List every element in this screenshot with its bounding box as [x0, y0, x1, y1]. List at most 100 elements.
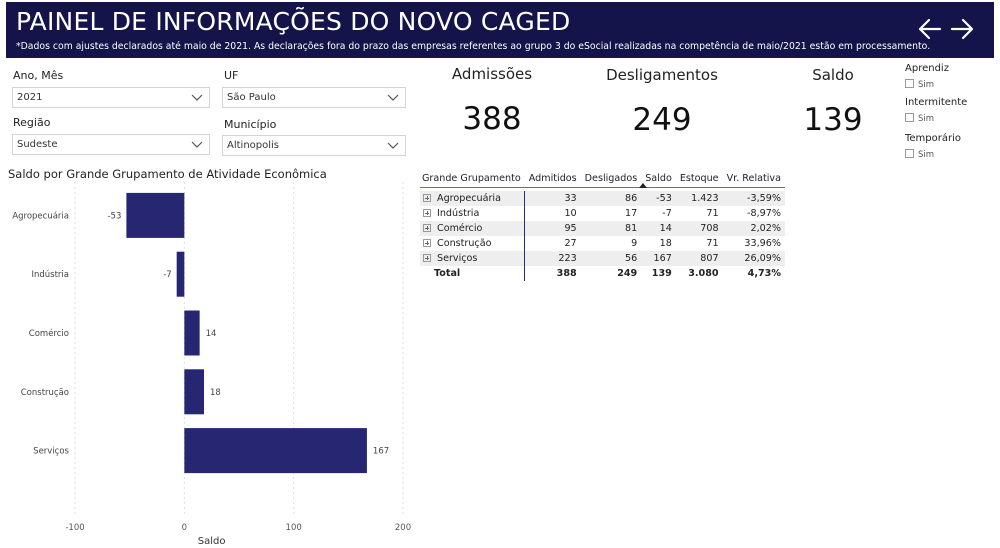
saldo-bar-chart: Agropecuária -53 Indústria -7 Comércio 14 Cons… [12, 182, 411, 547]
bar [184, 369, 205, 415]
category-label: Indústria [31, 270, 69, 280]
filter-regiao-label: Região [13, 116, 51, 129]
arrow-right-icon [950, 18, 974, 40]
row-estoque-cell: 807 [675, 251, 723, 266]
filter-ano-mes-value: 2021 [17, 92, 43, 103]
filter-municipio-value: Altinopolis [227, 140, 280, 151]
expand-plus-icon[interactable] [423, 224, 431, 232]
row-vr-cell: 33,96% [744, 238, 781, 249]
table-row: Construção 27 9 18 71 33,96% [420, 236, 785, 251]
category-label: Agropecuária [12, 211, 69, 221]
row-grupo-cell: Agropecuária [420, 191, 526, 206]
row-grupo-cell: Serviços [420, 251, 526, 266]
header-banner: PAINEL DE INFORMAÇÕES DO NOVO CAGED *Dad… [6, 2, 994, 58]
data-label: -7 [163, 270, 171, 280]
col-header-vr-relativa[interactable]: Vr. Relativa [722, 170, 785, 188]
grupamento-table: Grande Grupamento Admitidos Desligados S… [420, 170, 785, 281]
row-desligados-cell: 86 [580, 191, 642, 206]
filter-uf-dropdown[interactable]: São Paulo [222, 87, 406, 108]
chevron-down-icon [387, 142, 399, 149]
row-saldo-cell: 14 [641, 221, 676, 236]
table-row: Comércio 95 81 14 708 2,02% [420, 221, 785, 236]
category-label: Comércio [29, 328, 69, 339]
page-subtitle: *Dados com ajustes declarados até maio d… [16, 41, 931, 52]
row-vr-cell: -8,97% [747, 208, 781, 219]
x-tick-label: -100 [65, 523, 84, 533]
x-tick-label: 100 [286, 523, 302, 533]
filter-regiao-value: Sudeste [17, 139, 58, 150]
row-admitidos-cell: 33 [524, 191, 581, 206]
row-desligados-cell: 17 [625, 208, 638, 219]
category-label: Serviços [33, 447, 69, 457]
checkbox-icon [905, 149, 914, 158]
slicer-temporario-title: Temporário [905, 133, 962, 144]
total-label-cell: Total [420, 266, 526, 281]
row-admitidos-cell: 223 [524, 251, 581, 266]
row-grupo-cell: Comércio [420, 221, 526, 236]
slicer-intermitente-title: Intermitente [905, 97, 968, 108]
filter-municipio-dropdown[interactable]: Altinopolis [222, 135, 406, 156]
row-saldo-cell: -53 [641, 191, 676, 206]
filter-uf-value: São Paulo [227, 92, 276, 103]
bar [176, 251, 185, 297]
row-saldo-cell: 167 [641, 251, 676, 266]
table-total-row: Total 388 249 139 3.080 4,73% [420, 266, 785, 281]
slicer-intermitente-option[interactable]: Sim [905, 113, 934, 124]
row-desligados-cell: 9 [631, 238, 638, 249]
kpi-saldo-label: Saldo [812, 66, 854, 84]
row-vr-cell: -3,59% [722, 191, 785, 206]
row-vr-cell: 2,02% [722, 221, 785, 236]
col-header-saldo[interactable]: Saldo [641, 170, 676, 188]
data-label: 18 [210, 388, 221, 398]
filter-regiao-dropdown[interactable]: Sudeste [12, 134, 210, 155]
filter-municipio-label: Município [224, 118, 277, 131]
data-label: 167 [373, 447, 389, 457]
kpi-desligamentos-value: 249 [632, 102, 692, 138]
table-row: Agropecuária 33 86 -53 1.423 -3,59% [420, 191, 785, 206]
slicer-temporario-option[interactable]: Sim [905, 149, 934, 160]
row-vr-cell: 26,09% [722, 251, 785, 266]
row-grupo-label: Construção [437, 238, 492, 249]
row-grupo-label: Comércio [437, 223, 483, 234]
row-estoque-cell: 1.423 [675, 191, 723, 206]
col-header-desligados[interactable]: Desligados [580, 170, 642, 188]
checkbox-icon [905, 79, 914, 88]
kpi-admissoes-value: 388 [462, 101, 522, 137]
row-grupo-label: Serviços [437, 253, 478, 264]
expand-plus-icon[interactable] [423, 209, 431, 217]
row-grupo-label: Agropecuária [437, 193, 501, 204]
row-estoque-cell: 708 [675, 221, 723, 236]
total-vr-cell: 4,73% [747, 268, 781, 279]
bar [126, 192, 185, 238]
back-button[interactable] [918, 16, 942, 42]
filter-ano-mes-dropdown[interactable]: 2021 [12, 87, 210, 108]
row-saldo-cell: -7 [662, 208, 672, 219]
expand-plus-icon[interactable] [423, 239, 431, 247]
page-title: PAINEL DE INFORMAÇÕES DO NOVO CAGED [16, 7, 571, 36]
data-label: 14 [206, 329, 217, 339]
row-estoque-cell: 71 [706, 208, 719, 219]
expand-plus-icon[interactable] [423, 194, 431, 202]
slicer-aprendiz-option[interactable]: Sim [905, 79, 934, 90]
col-header-estoque[interactable]: Estoque [675, 170, 723, 188]
kpi-admissoes-label: Admissões [451, 65, 533, 83]
bar [184, 310, 200, 356]
slicer-intermitente-option-label: Sim [918, 114, 935, 124]
col-header-grupo[interactable]: Grande Grupamento [420, 170, 525, 188]
total-saldo-cell: 139 [651, 268, 672, 279]
row-saldo-cell: 18 [659, 238, 672, 249]
table-row: Indústria 10 17 -7 71 -8,97% [420, 206, 785, 221]
row-desligados-cell: 56 [580, 251, 642, 266]
chevron-down-icon [387, 94, 399, 101]
chevron-down-icon [191, 94, 203, 101]
chevron-down-icon [191, 141, 203, 148]
expand-plus-icon[interactable] [423, 254, 431, 262]
category-label: Construção [21, 388, 69, 398]
col-header-admitidos[interactable]: Admitidos [524, 170, 581, 188]
row-admitidos-cell: 27 [564, 238, 577, 249]
forward-button[interactable] [950, 16, 974, 42]
kpi-saldo-value: 139 [803, 102, 863, 138]
x-tick-label: 0 [182, 523, 187, 533]
checkbox-icon [905, 113, 914, 122]
arrow-left-icon [918, 18, 942, 40]
